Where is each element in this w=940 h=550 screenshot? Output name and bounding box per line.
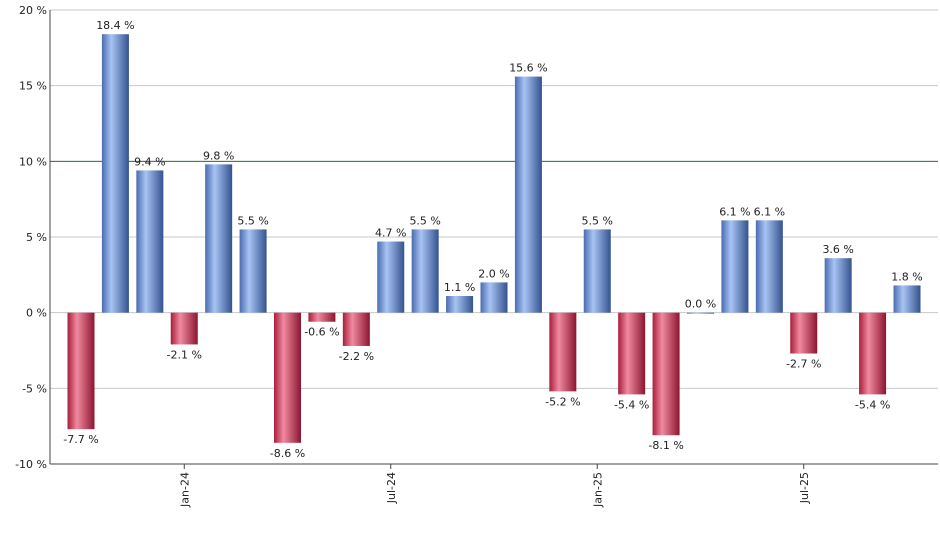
bar <box>101 34 129 313</box>
bar <box>824 258 852 313</box>
value-label: -5.2 % <box>545 395 580 408</box>
y-tick-label: 10 % <box>19 155 47 168</box>
value-label: 9.4 % <box>134 155 165 168</box>
bar <box>618 312 646 395</box>
bar <box>136 170 164 313</box>
bar <box>893 285 921 313</box>
x-tick-label: Jul-25 <box>798 472 811 504</box>
bar <box>721 220 749 313</box>
value-label: 9.8 % <box>203 149 234 162</box>
value-label: 1.1 % <box>444 281 475 294</box>
value-label: 5.5 % <box>582 214 613 227</box>
value-label: 3.6 % <box>822 243 853 256</box>
value-label: 4.7 % <box>375 227 406 240</box>
value-label: -0.6 % <box>304 326 339 339</box>
value-label: 2.0 % <box>478 267 509 280</box>
y-tick-label: 0 % <box>26 307 47 320</box>
y-tick-label: 20 % <box>19 4 47 17</box>
x-tick-label: Jan-25 <box>591 472 604 508</box>
value-label: 18.4 % <box>96 19 134 32</box>
value-label: -2.2 % <box>339 350 374 363</box>
value-label: -8.1 % <box>648 439 683 452</box>
bar <box>342 312 370 346</box>
value-label: 15.6 % <box>509 62 547 75</box>
bar <box>239 229 267 313</box>
value-label: 6.1 % <box>754 205 785 218</box>
bar <box>411 229 439 313</box>
bar <box>446 296 474 313</box>
value-label: -2.7 % <box>786 358 821 371</box>
bar <box>687 312 714 314</box>
bar <box>308 312 336 322</box>
bar <box>859 312 887 395</box>
bar <box>67 312 95 430</box>
bar <box>755 220 783 313</box>
x-tick-label: Jul-24 <box>385 472 398 504</box>
bar <box>170 312 198 345</box>
bar <box>514 76 542 313</box>
value-label: -8.6 % <box>270 447 305 460</box>
y-tick-label: -5 % <box>22 382 47 395</box>
value-label: -2.1 % <box>167 348 202 361</box>
value-label: 1.8 % <box>891 270 922 283</box>
value-label: 5.5 % <box>237 214 268 227</box>
bar <box>583 229 611 313</box>
value-label: 6.1 % <box>719 205 750 218</box>
y-tick-label: 5 % <box>26 231 47 244</box>
bar <box>377 241 405 313</box>
bar <box>652 312 680 436</box>
y-tick-label: -10 % <box>15 458 47 471</box>
bar <box>549 312 577 392</box>
value-label: 5.5 % <box>409 214 440 227</box>
value-label: 0.0 % <box>685 298 716 311</box>
bar <box>480 282 508 313</box>
bar <box>274 312 301 443</box>
bar <box>790 312 818 354</box>
value-label: -5.4 % <box>614 398 649 411</box>
bar <box>205 164 233 313</box>
value-label: -5.4 % <box>855 398 890 411</box>
y-tick-label: 15 % <box>19 80 47 93</box>
x-tick-label: Jan-24 <box>178 472 191 508</box>
value-label: -7.7 % <box>63 433 98 446</box>
